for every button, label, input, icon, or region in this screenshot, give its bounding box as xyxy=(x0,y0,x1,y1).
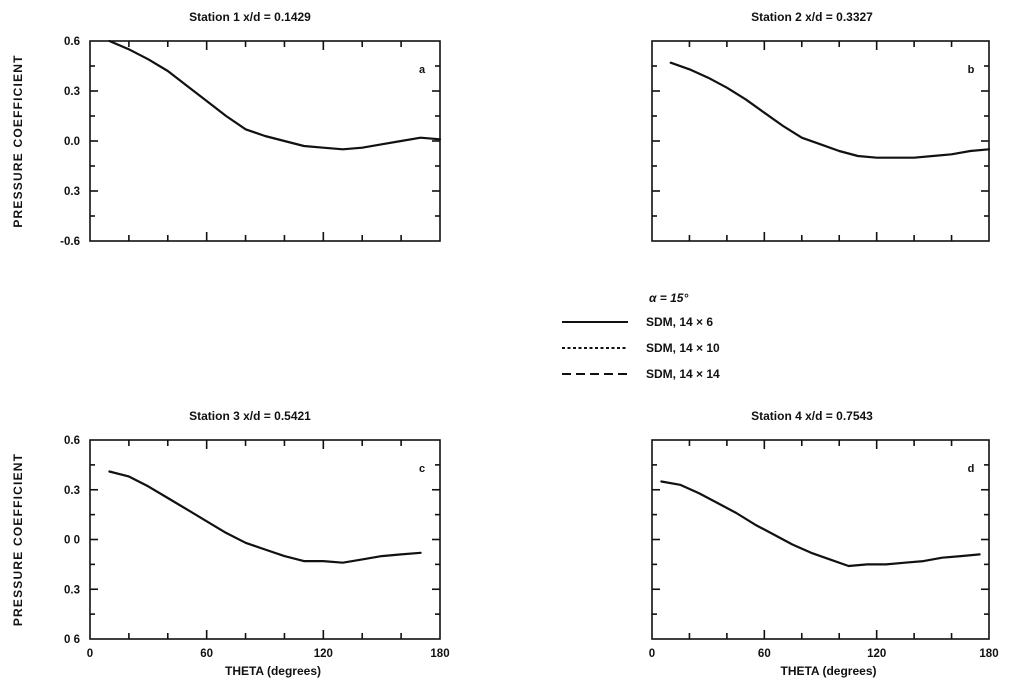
plot-frame xyxy=(89,439,441,640)
y-tick-label: 0.6 xyxy=(64,435,80,447)
y-tick-label: 0.3 xyxy=(64,186,80,198)
x-axis-label: THETA (degrees) xyxy=(780,664,876,678)
x-tick-label: 120 xyxy=(867,648,886,660)
y-tick-label: 0 0 xyxy=(64,535,80,547)
legend: α = 15° SDM, 14 × 6 SDM, 14 × 10 SDM, 14 × … xyxy=(562,291,720,381)
panel-letter: b xyxy=(968,64,975,76)
legend-item-label: SDM, 14 × 14 xyxy=(646,367,720,381)
plot-frame xyxy=(651,40,990,242)
panel-letter: a xyxy=(419,64,426,76)
y-tick-label: 0.3 xyxy=(64,485,80,497)
y-tick-label: 0.3 xyxy=(64,584,80,596)
plot-frame xyxy=(651,439,990,640)
series-line-0 xyxy=(108,470,422,564)
x-tick-label: 0 xyxy=(649,648,655,660)
x-tick-label: 180 xyxy=(430,648,449,660)
legend-header: α = 15° xyxy=(649,291,688,305)
chart-title: Station 1 x/d = 0.1429 xyxy=(189,10,311,24)
x-tick-label: 60 xyxy=(758,648,771,660)
y-tick-label: 0.3 xyxy=(64,86,80,98)
y-axis-label: PRESSURE COEFFICIENT xyxy=(11,453,25,626)
x-tick-label: 180 xyxy=(979,648,998,660)
series-line-0 xyxy=(108,39,442,151)
y-tick-label: 0.6 xyxy=(64,36,80,48)
panel-letter: d xyxy=(968,463,975,475)
legend-item-label: SDM, 14 × 10 xyxy=(646,341,720,355)
x-axis-label: THETA (degrees) xyxy=(225,664,321,678)
y-axis-label: PRESSURE COEFFICIENT xyxy=(11,54,25,227)
chart-panel-c: 0.6 0.3 0 0 0.3 0 6 0 60 120 180 Station 3 x/d = … xyxy=(11,409,450,678)
y-tick-label: -0.6 xyxy=(60,236,80,248)
x-tick-label: 120 xyxy=(314,648,333,660)
panel-letter: c xyxy=(419,463,425,475)
x-tick-label: 60 xyxy=(200,648,213,660)
chart-panel-d: 0 60 120 180 Station 4 x/d = 0.7543 THETA (de… xyxy=(649,409,999,678)
chart-title: Station 3 x/d = 0.5421 xyxy=(189,409,311,423)
y-tick-label: 0.0 xyxy=(64,136,80,148)
plot-frame xyxy=(89,40,441,242)
chart-title: Station 2 x/d = 0.3327 xyxy=(751,10,873,24)
y-tick-label: 0 6 xyxy=(64,634,80,646)
chart-title: Station 4 x/d = 0.7543 xyxy=(751,409,873,423)
chart-panel-b: Station 2 x/d = 0.3327 b xyxy=(651,10,991,242)
series-line-0 xyxy=(669,61,991,159)
legend-item-label: SDM, 14 × 6 xyxy=(646,315,713,329)
x-tick-label: 0 xyxy=(87,648,93,660)
series-line-0 xyxy=(660,480,981,568)
chart-panel-a: 0.6 0.3 0.0 0.3 -0.6 Station 1 x/d = 0.1429 PR… xyxy=(11,10,442,248)
